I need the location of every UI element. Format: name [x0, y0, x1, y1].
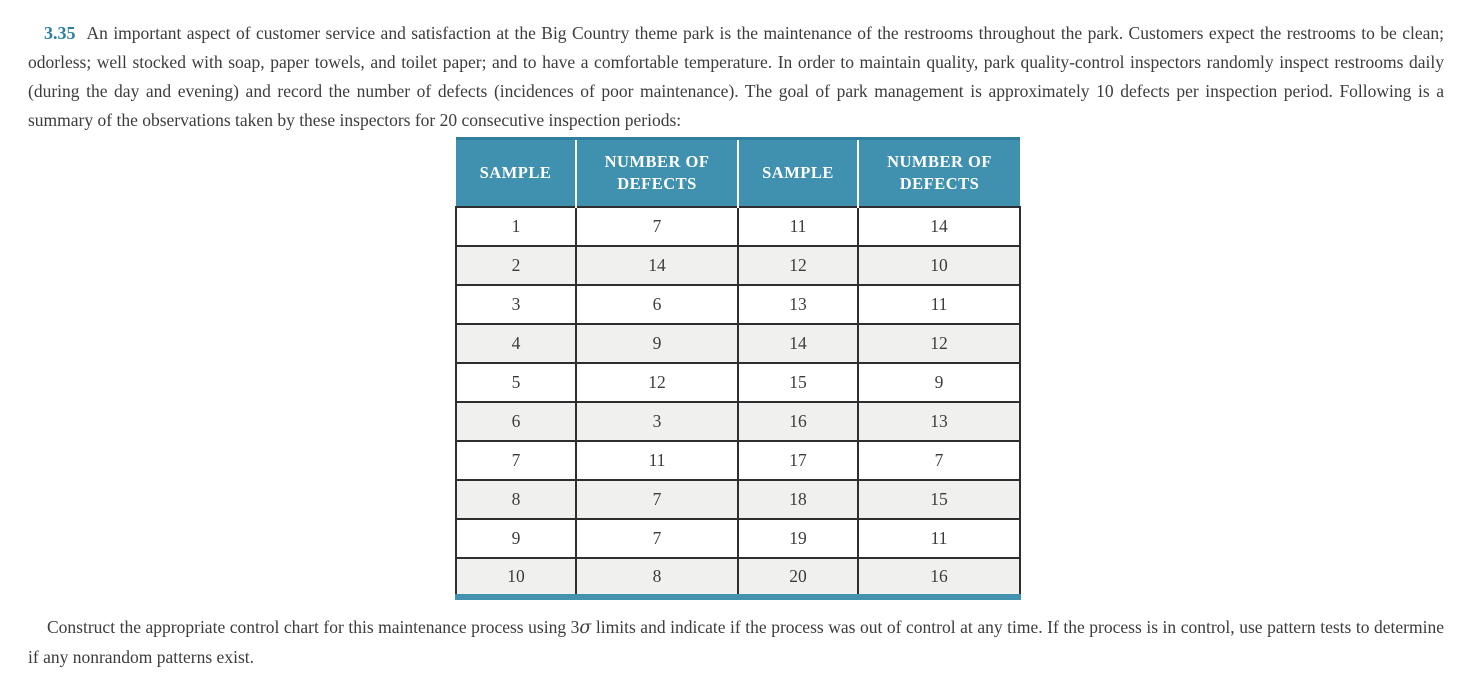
- table-row: 5 12 15 9: [455, 362, 1021, 403]
- defects-cell: 8: [575, 557, 739, 598]
- defects-cell: 12: [857, 323, 1021, 364]
- defects-cell: 7: [575, 206, 739, 247]
- sample-cell: 8: [455, 479, 577, 520]
- table-header: SAMPLE NUMBER OF DEFECTS SAMPLE NUMBER O…: [456, 137, 1020, 207]
- table-row: 1 7 11 14: [455, 206, 1021, 247]
- header-defects-2: NUMBER OF DEFECTS: [857, 137, 1020, 207]
- defects-cell: 7: [857, 440, 1021, 481]
- sample-cell: 6: [455, 401, 577, 442]
- table-row: 10 8 20 16: [455, 557, 1021, 598]
- defects-table: SAMPLE NUMBER OF DEFECTS SAMPLE NUMBER O…: [455, 137, 1021, 600]
- sample-cell: 9: [455, 518, 577, 559]
- defects-cell: 11: [575, 440, 739, 481]
- sample-cell: 10: [455, 557, 577, 598]
- table-row: 9 7 19 11: [455, 518, 1021, 559]
- problem-statement: 3.35 An important aspect of customer serv…: [28, 19, 1444, 135]
- header-sample-1: SAMPLE: [456, 137, 576, 207]
- header-sample-2: SAMPLE: [737, 137, 858, 207]
- table-row: 4 9 14 12: [455, 323, 1021, 364]
- defects-cell: 14: [575, 245, 739, 286]
- table-row: 8 7 18 15: [455, 479, 1021, 520]
- table-body: 1 7 11 14 2 14 12 10 3 6 13 11 4 9 14: [455, 206, 1021, 598]
- document-page: 3.35 An important aspect of customer serv…: [28, 19, 1444, 672]
- sample-cell: 17: [737, 440, 859, 481]
- defects-cell: 14: [857, 206, 1021, 247]
- problem-intro-text: An important aspect of customer service …: [28, 23, 1444, 130]
- sample-cell: 20: [737, 557, 859, 598]
- sample-cell: 7: [455, 440, 577, 481]
- defects-cell: 12: [575, 362, 739, 403]
- sample-cell: 1: [455, 206, 577, 247]
- problem-question: Construct the appropriate control chart …: [28, 613, 1444, 672]
- defects-cell: 9: [857, 362, 1021, 403]
- table-row: 3 6 13 11: [455, 284, 1021, 325]
- defects-cell: 9: [575, 323, 739, 364]
- sample-cell: 4: [455, 323, 577, 364]
- sample-cell: 12: [737, 245, 859, 286]
- sample-cell: 15: [737, 362, 859, 403]
- question-text-pre: Construct the appropriate control chart …: [47, 617, 580, 637]
- table-row: 6 3 16 13: [455, 401, 1021, 442]
- sample-cell: 16: [737, 401, 859, 442]
- problem-number: 3.35: [44, 23, 76, 43]
- defects-cell: 7: [575, 479, 739, 520]
- sample-cell: 3: [455, 284, 577, 325]
- table-row: 2 14 12 10: [455, 245, 1021, 286]
- table-row: 7 11 17 7: [455, 440, 1021, 481]
- sample-cell: 14: [737, 323, 859, 364]
- sample-cell: 2: [455, 245, 577, 286]
- question-text-post: limits and indicate if the process was o…: [28, 617, 1444, 667]
- header-defects-1: NUMBER OF DEFECTS: [575, 137, 738, 207]
- sample-cell: 19: [737, 518, 859, 559]
- sample-cell: 13: [737, 284, 859, 325]
- defects-cell: 11: [857, 518, 1021, 559]
- defects-cell: 6: [575, 284, 739, 325]
- sample-cell: 5: [455, 362, 577, 403]
- defects-cell: 11: [857, 284, 1021, 325]
- defects-cell: 13: [857, 401, 1021, 442]
- sample-cell: 11: [737, 206, 859, 247]
- defects-cell: 10: [857, 245, 1021, 286]
- header-row: SAMPLE NUMBER OF DEFECTS SAMPLE NUMBER O…: [456, 137, 1020, 207]
- defects-cell: 16: [857, 557, 1021, 598]
- sample-cell: 18: [737, 479, 859, 520]
- defects-cell: 3: [575, 401, 739, 442]
- defects-cell: 15: [857, 479, 1021, 520]
- sigma-symbol: σ: [579, 618, 592, 638]
- defects-cell: 7: [575, 518, 739, 559]
